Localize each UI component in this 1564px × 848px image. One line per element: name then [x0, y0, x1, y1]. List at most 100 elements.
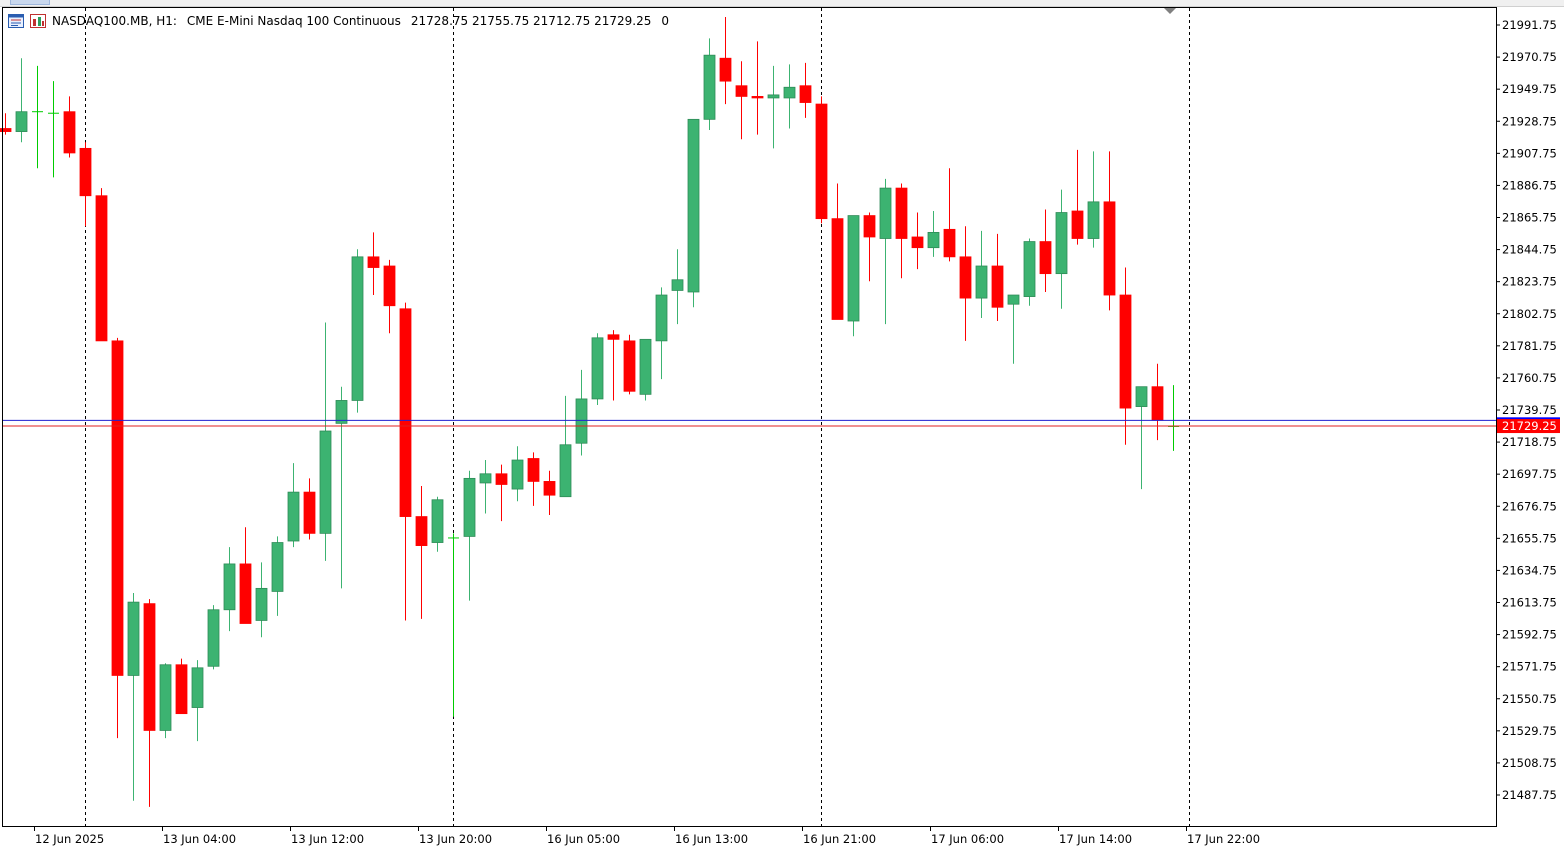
candle[interactable] [607, 330, 620, 401]
candle[interactable] [223, 547, 236, 632]
candle-body-down [415, 516, 428, 546]
candle[interactable] [143, 599, 156, 807]
candle[interactable] [687, 118, 700, 308]
chart-shift-marker[interactable] [1164, 8, 1176, 14]
y-tick-label: 21697.75 [1502, 467, 1557, 481]
candle[interactable] [847, 215, 860, 337]
candle[interactable] [367, 232, 380, 296]
candle[interactable] [703, 38, 716, 131]
chart-bars-icon[interactable] [30, 14, 46, 28]
candle[interactable] [959, 226, 972, 341]
candle[interactable] [1023, 238, 1036, 306]
candle[interactable] [335, 386, 348, 589]
candle[interactable] [895, 183, 908, 279]
chart-tab[interactable] [10, 0, 50, 5]
candle[interactable] [159, 663, 172, 739]
candle[interactable] [511, 446, 524, 502]
candle-body-up [351, 256, 364, 401]
candle[interactable] [495, 464, 508, 522]
candle[interactable] [543, 470, 556, 516]
candle[interactable] [207, 605, 220, 670]
candle[interactable] [639, 338, 652, 401]
candle[interactable] [303, 478, 316, 540]
candle[interactable] [79, 142, 92, 227]
candle[interactable] [927, 211, 940, 257]
candle[interactable] [1087, 151, 1100, 248]
candle[interactable] [671, 249, 684, 325]
candle[interactable] [1119, 267, 1132, 445]
candle[interactable] [479, 460, 492, 514]
y-tick-label: 21529.75 [1502, 724, 1557, 738]
candle[interactable] [287, 463, 300, 548]
candle-body-up [191, 667, 204, 708]
candle[interactable] [191, 660, 204, 742]
candle[interactable] [1135, 386, 1148, 490]
candle-body-up [463, 477, 476, 537]
y-tick-label: 21508.75 [1502, 756, 1557, 770]
candle[interactable] [95, 188, 108, 342]
candle[interactable] [431, 496, 444, 552]
chart-window-icon[interactable] [8, 14, 24, 28]
candle[interactable] [863, 212, 876, 282]
candle[interactable] [719, 16, 732, 105]
candle[interactable] [0, 113, 12, 135]
candle-body-down [303, 491, 316, 534]
candle[interactable] [815, 96, 828, 224]
candle[interactable] [751, 41, 764, 135]
candle[interactable] [1071, 149, 1084, 245]
candle-body-down [1103, 201, 1116, 296]
candle[interactable] [383, 259, 396, 334]
ohlc-values: 21728.75 21755.75 21712.75 21729.25 [410, 14, 652, 28]
y-tick-label: 21571.75 [1502, 660, 1557, 674]
candle[interactable] [448, 533, 459, 717]
candle[interactable] [527, 452, 540, 506]
candle[interactable] [623, 334, 636, 395]
candle[interactable] [1103, 151, 1116, 311]
candle-body-down [1119, 294, 1132, 409]
candle[interactable] [879, 178, 892, 325]
candle[interactable] [991, 233, 1004, 322]
candle-body-up [319, 430, 332, 534]
candle[interactable] [239, 527, 252, 624]
candle[interactable] [1055, 189, 1068, 309]
candle[interactable] [783, 64, 796, 129]
candle[interactable] [591, 333, 604, 406]
candle[interactable] [127, 592, 140, 801]
candle[interactable] [319, 322, 332, 561]
candle[interactable] [48, 81, 59, 178]
candle[interactable] [175, 658, 188, 715]
candle[interactable] [943, 168, 956, 262]
y-tick-label: 21844.75 [1502, 243, 1557, 257]
candle[interactable] [255, 562, 268, 638]
candle-body-down [831, 218, 844, 320]
candle[interactable] [63, 96, 76, 158]
candle[interactable] [911, 212, 924, 270]
candle[interactable] [1168, 385, 1179, 451]
candle[interactable] [1151, 363, 1164, 441]
candle-body-up [15, 111, 28, 132]
candle-body-down [63, 111, 76, 154]
candle[interactable] [1039, 209, 1052, 292]
candle[interactable] [559, 395, 572, 498]
candle[interactable] [767, 65, 780, 149]
candle[interactable] [32, 65, 43, 169]
plot-border [2, 7, 1497, 827]
candle[interactable] [351, 249, 364, 413]
candle[interactable] [271, 536, 284, 616]
candle[interactable] [575, 369, 588, 456]
candle[interactable] [655, 287, 668, 380]
candle[interactable] [799, 62, 812, 118]
candle[interactable] [1007, 294, 1020, 364]
candle[interactable] [463, 470, 476, 601]
candle-body-down [495, 473, 508, 485]
candle[interactable] [975, 230, 988, 318]
candle[interactable] [111, 337, 124, 739]
candle[interactable] [399, 302, 412, 621]
candle[interactable] [735, 61, 748, 140]
candle[interactable] [831, 183, 844, 320]
candle[interactable] [15, 58, 28, 143]
candle[interactable] [415, 486, 428, 619]
bid-price-label: 21729.25 [1502, 419, 1557, 433]
